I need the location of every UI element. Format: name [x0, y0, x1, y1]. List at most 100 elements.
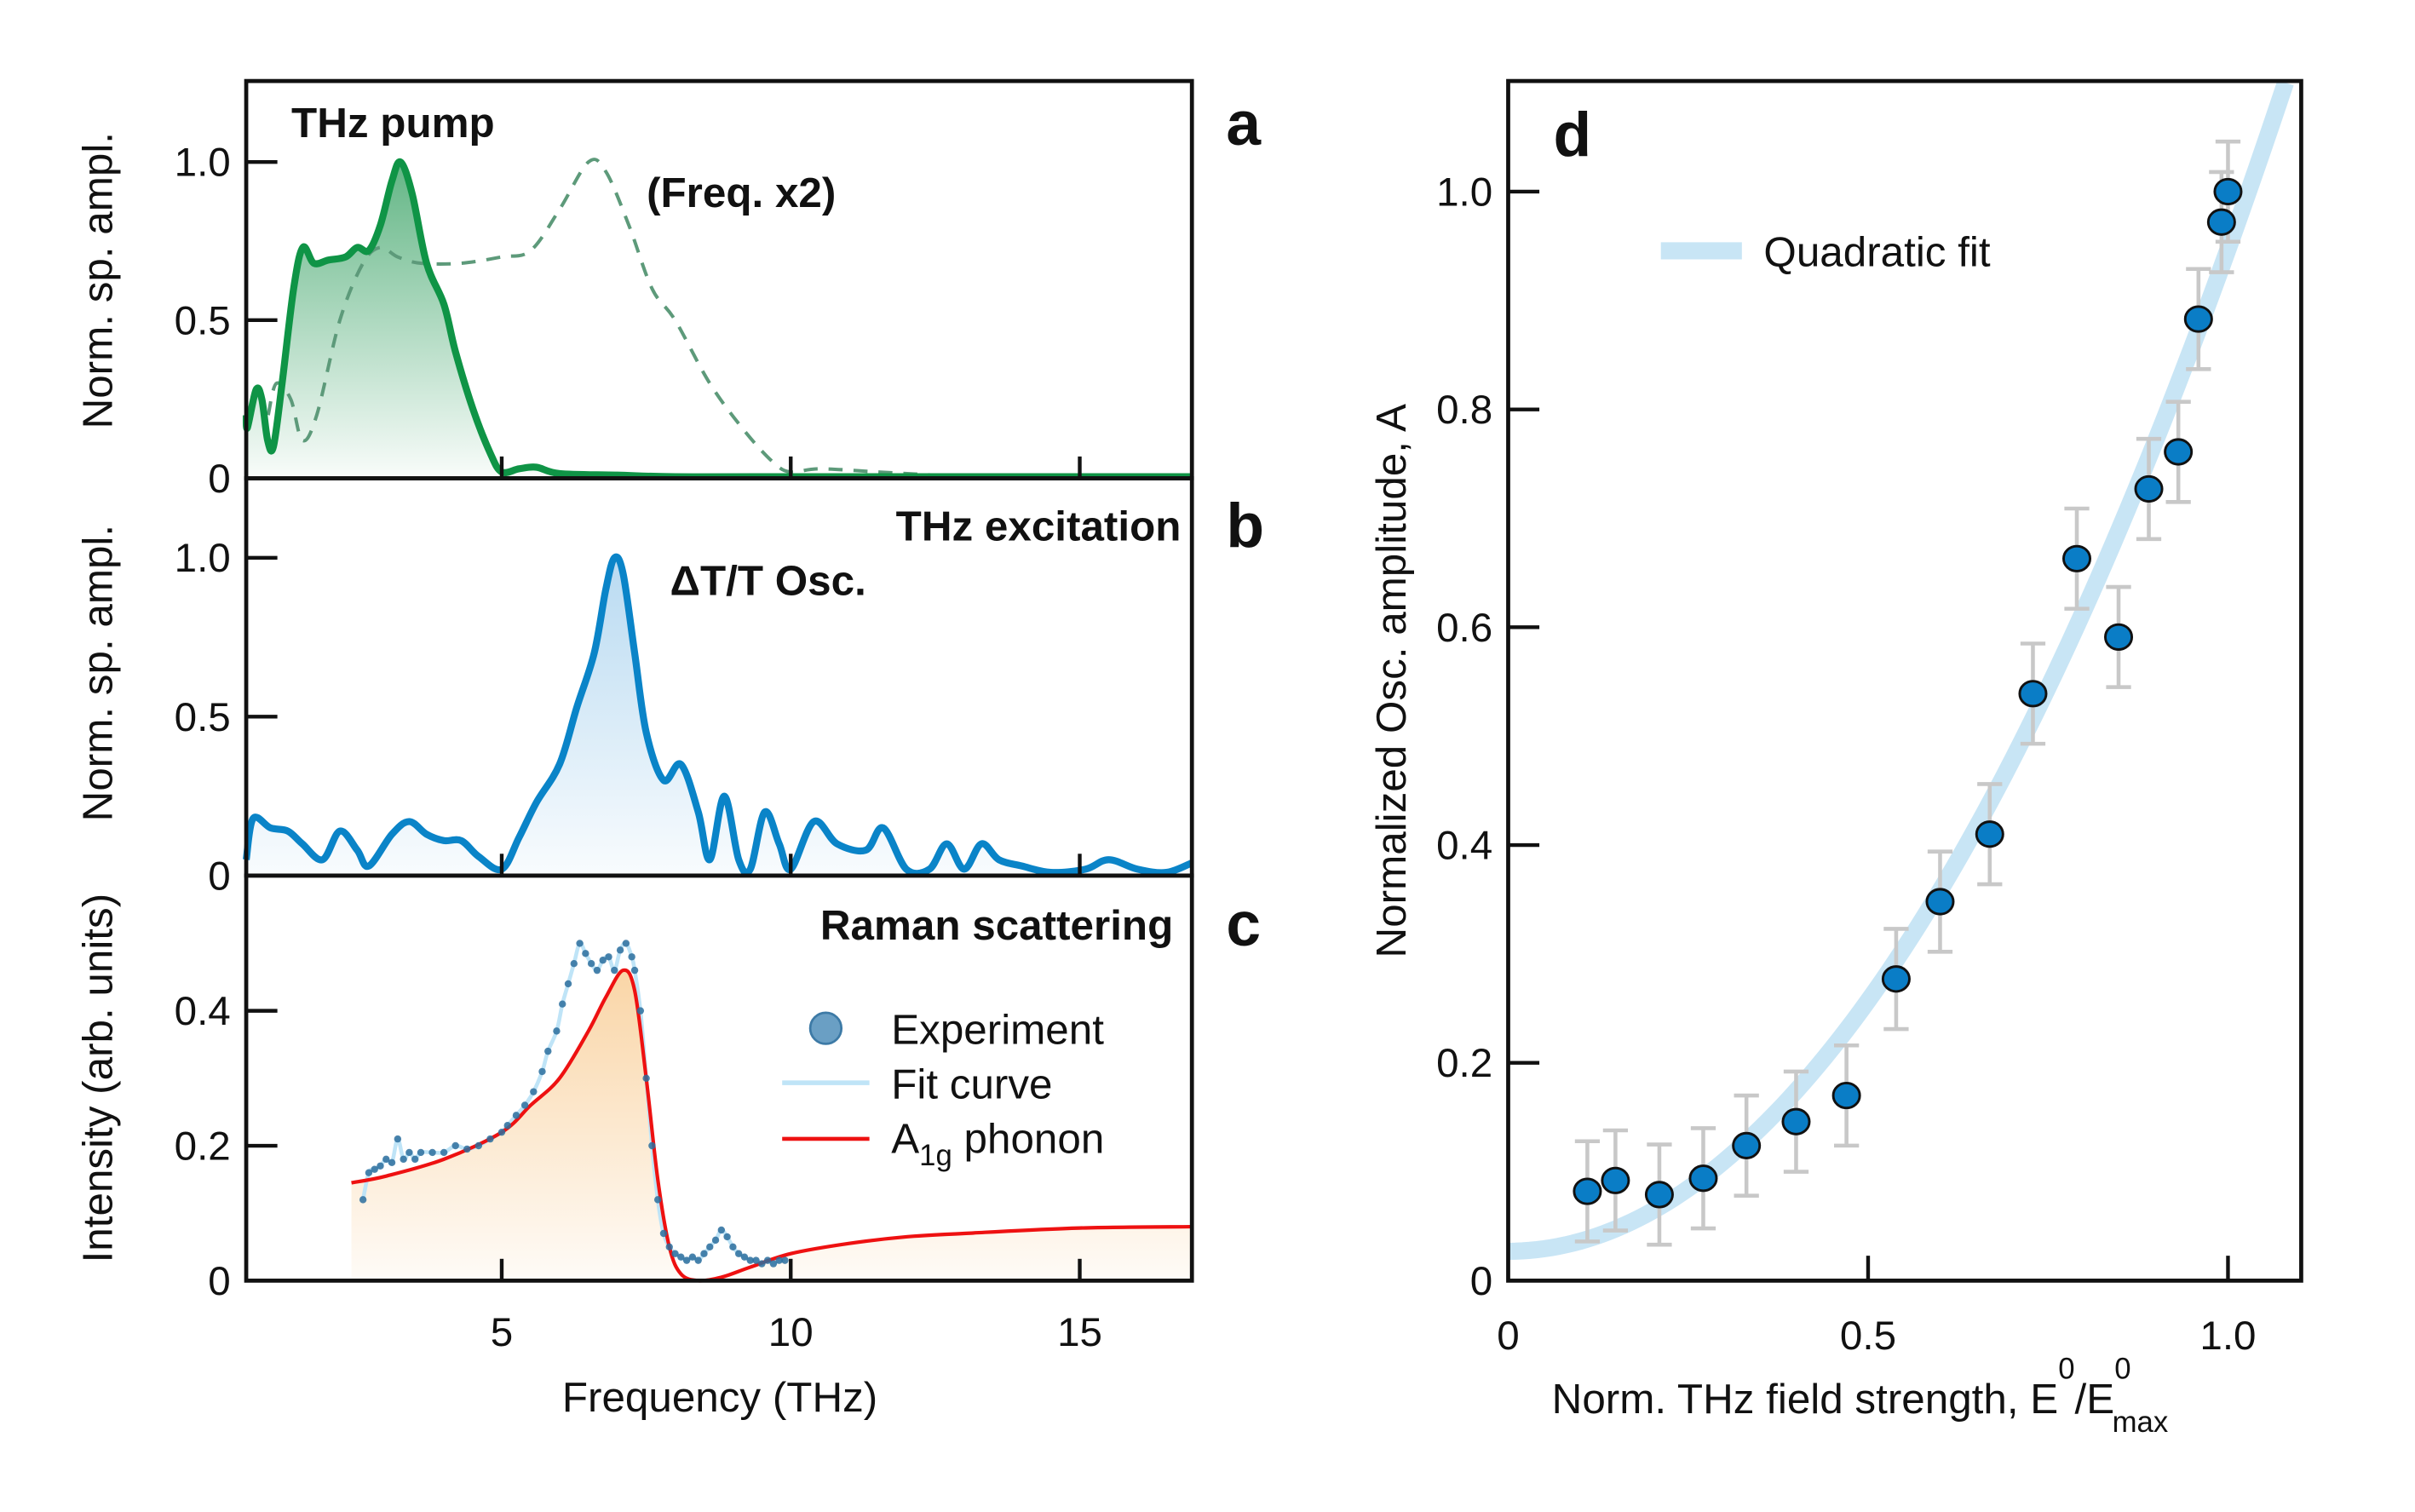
experiment-point: [611, 966, 618, 974]
panel-a-ylabel: Norm. sp. ampl.: [75, 132, 122, 428]
experiment-point: [616, 946, 624, 954]
experiment-point: [700, 1250, 708, 1257]
thz-pump-line: [242, 158, 1193, 480]
ytick-label: 0.5: [175, 695, 231, 740]
experiment-point: [559, 1000, 566, 1008]
xtick-label: 5: [491, 1310, 513, 1355]
ytick-label: 1.0: [175, 536, 231, 581]
plot-layer: [242, 79, 2294, 1283]
panel-d-frame: [1506, 78, 2303, 1283]
panel-c-xlabel: Frequency (THz): [562, 1374, 877, 1421]
experiment-point: [677, 1253, 685, 1261]
data-point: [1975, 820, 2004, 848]
data-point: [1601, 1166, 1630, 1194]
experiment-point: [746, 1256, 754, 1264]
panel-d-ylabel: Normalized Osc. amplitude, A: [1368, 404, 1415, 957]
a1g-phonon-line: [351, 968, 1193, 1283]
experiment-point: [711, 1236, 720, 1245]
experiment-point: [371, 1165, 378, 1173]
experiment-point: [520, 1101, 529, 1109]
xtick-label: 10: [768, 1310, 814, 1355]
xtick-label: 1.0: [2199, 1314, 2256, 1359]
experiment-point: [530, 1088, 538, 1095]
data-point: [2183, 305, 2213, 333]
experiment-point: [593, 966, 601, 974]
experiment-point: [474, 1141, 483, 1150]
data-point: [1925, 888, 1955, 916]
legend-phonon-label: A1g phonon: [891, 1115, 1104, 1172]
experiment-point: [497, 1128, 506, 1136]
experiment-point: [428, 1148, 436, 1157]
experiment-point: [723, 1233, 731, 1241]
phonon-fill: [351, 969, 1193, 1281]
thz-pump-fill: [246, 161, 1193, 479]
panel-b-ylabel: Norm. sp. ampl.: [75, 525, 122, 821]
data-point: [2213, 177, 2243, 206]
dt-osc-fill: [246, 556, 1193, 876]
experiment-point: [758, 1260, 766, 1268]
experiment-point: [599, 957, 607, 964]
experiment-point: [570, 959, 578, 968]
experiment-point: [636, 1007, 645, 1015]
experiment-point: [694, 1256, 702, 1264]
ytick-label: 0.5: [175, 298, 231, 343]
experiment-point: [763, 1256, 772, 1264]
dt-osc-line: [242, 553, 1193, 877]
data-point: [2164, 438, 2194, 466]
experiment-point: [405, 1148, 413, 1157]
data-point: [2018, 680, 2048, 708]
freq-x2-dashed-line: [266, 158, 964, 479]
ytick-label: 0: [208, 457, 230, 502]
experiment-point: [653, 1196, 662, 1204]
panel-letter-d: d: [1554, 100, 1592, 170]
experiment-point: [740, 1253, 749, 1261]
experiment-point: [544, 1047, 552, 1055]
data-point: [1644, 1181, 1674, 1209]
tick-layer: 0 0.5 1.0 0 0.5 1.0 0 0.2 0.4 5 10 15 0 0.2 0.4 0.6 0.8 1…: [175, 141, 2257, 1359]
experiment-point: [463, 1145, 471, 1153]
legend-quadratic-fit-label: Quadratic fit: [1763, 229, 1990, 276]
experiment-point: [538, 1067, 546, 1076]
data-point: [1881, 965, 1911, 993]
legend-experiment-marker: [808, 1011, 843, 1045]
panel-c-legend: Experiment Fit curve A1g phonon: [782, 1006, 1104, 1172]
data-point: [1781, 1107, 1811, 1135]
series-label-freq-x2: (Freq. x2): [647, 170, 836, 216]
experiment-point: [769, 1260, 778, 1268]
series-label-dt-osc: ΔT/T Osc.: [670, 558, 866, 605]
ytick-label: 0.6: [1436, 606, 1492, 651]
xtick-label: 15: [1057, 1310, 1102, 1355]
data-point: [2104, 623, 2134, 651]
experiment-point: [717, 1226, 726, 1234]
ytick-label: 0: [208, 854, 230, 899]
panel-letter-b: b: [1226, 491, 1264, 561]
experiment-point: [365, 1169, 373, 1176]
data-point: [2062, 544, 2092, 572]
panel-b-title: THz excitation: [896, 503, 1182, 550]
experiment-point: [628, 953, 635, 961]
experiment-point: [440, 1148, 448, 1157]
experiment-point: [382, 1155, 390, 1164]
ytick-label: 0: [1470, 1259, 1492, 1304]
panel-letter-a: a: [1226, 89, 1262, 158]
experiment-point: [682, 1256, 691, 1264]
experiment-point: [775, 1256, 783, 1264]
data-point: [1831, 1081, 1861, 1110]
ytick-label: 0: [208, 1259, 230, 1304]
experiment-point: [665, 1243, 673, 1251]
experiment-point: [359, 1196, 367, 1204]
experiment-point: [605, 953, 612, 961]
panel-letter-c: c: [1226, 889, 1261, 959]
data-point: [1688, 1164, 1718, 1193]
data-point: [1573, 1177, 1602, 1205]
experiment-point: [781, 1256, 789, 1264]
series-label-thz-pump: THz pump: [291, 100, 495, 147]
experiment-point: [622, 940, 630, 947]
legend-experiment-label: Experiment: [891, 1006, 1104, 1053]
data-point: [1732, 1131, 1762, 1159]
panel-d-xlabel: Norm. THz field strength, E0/E0 max: [1552, 1354, 2169, 1439]
ytick-label: 0.4: [1436, 823, 1492, 868]
ytick-label: 0.4: [175, 989, 231, 1034]
experiment-point: [377, 1162, 384, 1170]
